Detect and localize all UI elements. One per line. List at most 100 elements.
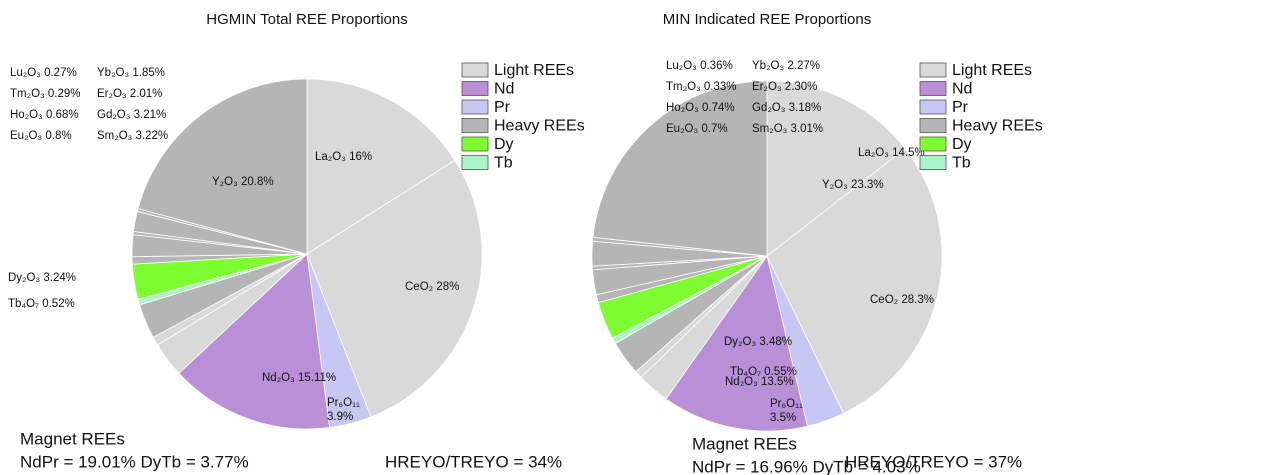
legend-swatch — [461, 81, 489, 96]
slice-value: 2.30% — [785, 81, 818, 93]
slice-label: Nd₂O₃ 13.5% — [725, 376, 794, 388]
slice-label: CeO₂ 28.3% — [870, 294, 934, 306]
slice-name: CeO₂ — [405, 281, 433, 293]
slice-value: 3.22% — [136, 130, 169, 142]
slice-label: Yb₂O₃ 1.85% — [97, 67, 165, 79]
slice-value: 3.01% — [791, 123, 824, 135]
slice-name: Er₂O₃ — [97, 88, 127, 100]
slice-name: Gd₂O₃ — [752, 102, 786, 114]
pie-slice — [766, 148, 943, 414]
slice-name: La₂O₃ — [315, 151, 346, 163]
slice-value: 1.85% — [132, 67, 165, 79]
slice-value: 0.52% — [42, 298, 75, 310]
legend-label: Nd — [494, 81, 514, 98]
slice-label: Eu₂O₃ 0.8% — [10, 130, 72, 142]
slice-name: Gd₂O₃ — [97, 109, 131, 121]
slice-name: Nd₂O₃ — [725, 376, 758, 388]
slice-label: Eu₂O₃ 0.7% — [666, 123, 728, 135]
slice-label: Yb₂O₃ 2.27% — [752, 60, 820, 72]
annotation: NdPr = 16.96% DyTb = 4.03% — [692, 457, 921, 475]
pie-slice — [306, 78, 456, 255]
slice-value: 0.27% — [44, 67, 77, 79]
chart-title: MIN Indicated REE Proportions — [663, 11, 871, 28]
legend-label: Pr — [952, 99, 969, 116]
annotation: HREYO/TREYO = 34% — [385, 452, 562, 471]
slice-value: 3.9% — [327, 411, 353, 423]
slice-label: La₂O₃ 14.5% — [858, 147, 925, 159]
slice-value: 28% — [436, 281, 459, 293]
slice-value: 2.01% — [130, 88, 163, 100]
pie-slice — [178, 253, 330, 430]
slice-value: 13.5% — [761, 376, 794, 388]
slice-label: CeO₂ 28% — [405, 281, 459, 293]
slice-label: Pr₆O₁₁ 3.9% — [327, 397, 360, 423]
slice-value: 3.24% — [43, 272, 76, 284]
slice-label: Tb₄O₇ 0.52% — [8, 298, 75, 310]
pie-chart: MIN Indicated REE Proportions La₂O₃ 14.5%… — [591, 11, 1043, 475]
slice-name: Nd₂O₃ — [262, 372, 295, 384]
slice-label: Pr₆O₁₁ 3.5% — [770, 398, 803, 424]
slice-label: Sm₂O₃ 3.22% — [97, 130, 168, 142]
pie-slice — [306, 159, 483, 418]
pie-slice — [665, 255, 808, 432]
legend-swatch — [919, 155, 947, 170]
legend-label: Light REEs — [494, 62, 574, 79]
legend-label: Heavy REEs — [952, 118, 1043, 135]
legend-swatch — [461, 155, 489, 170]
slice-label: Er₂O₃ 2.01% — [97, 88, 162, 100]
slice-name: Er₂O₃ — [752, 81, 782, 93]
slice-label: Tm₂O₃ 0.29% — [10, 88, 81, 100]
slice-label: Gd₂O₃ 3.18% — [752, 102, 821, 114]
annotation: NdPr = 19.01% DyTb = 3.77% — [20, 452, 249, 471]
slice-name: Tm₂O₃ — [666, 81, 701, 93]
slice-name: Eu₂O₃ — [666, 123, 698, 135]
slice-name: Tb₄O₇ — [730, 366, 761, 378]
legend-swatch — [461, 62, 489, 78]
legend-label: Tb — [952, 155, 971, 172]
slice-name: Y₂O₃ — [822, 179, 848, 191]
pie-slice — [592, 80, 768, 257]
legend-swatch — [919, 136, 947, 152]
legend-swatch — [461, 99, 489, 115]
slice-value: 0.7% — [701, 123, 727, 135]
slice-label: Tb₄O₇ 0.55% — [730, 366, 797, 378]
pie-chart: HGMIN Total REE Proportions La₂O₃ 16% CeO₂… — [8, 11, 585, 472]
slice-label: Tm₂O₃ 0.33% — [666, 81, 737, 93]
annotation: Magnet REEs — [20, 429, 125, 448]
slice-name: Pr₆O₁₁ — [770, 398, 803, 410]
slice-name: Yb₂O₃ — [97, 67, 129, 79]
legend-label: Light REEs — [952, 62, 1032, 79]
slice-name: Sm₂O₃ — [97, 130, 133, 142]
slice-label: Sm₂O₃ 3.01% — [752, 123, 823, 135]
slice-label: Y₂O₃ 23.3% — [822, 179, 884, 191]
slice-label: Gd₂O₃ 3.21% — [97, 109, 166, 121]
slice-label: Er₂O₃ 2.30% — [752, 81, 817, 93]
legend-swatch — [461, 118, 489, 133]
slice-name: Lu₂O₃ — [666, 60, 697, 72]
slice-value: 3.5% — [770, 412, 796, 424]
slice-label: Dy₂O₃ 3.48% — [724, 336, 792, 348]
slice-label: Nd₂O₃ 15.11% — [262, 372, 336, 384]
slice-value: 20.8% — [241, 176, 274, 188]
legend-swatch — [461, 136, 489, 152]
legend-swatch — [919, 99, 947, 115]
slice-label: Lu₂O₃ 0.27% — [10, 67, 77, 79]
legend-swatch — [919, 62, 947, 78]
pie-slice — [766, 80, 906, 257]
slice-value: 0.8% — [45, 130, 71, 142]
slice-name: Dy₂O₃ — [8, 272, 40, 284]
slice-value: 28.3% — [901, 294, 934, 306]
legend-label: Heavy REEs — [494, 118, 585, 135]
slice-name: Dy₂O₃ — [724, 336, 756, 348]
legend-label: Dy — [952, 136, 972, 153]
slice-value: 14.5% — [892, 147, 925, 159]
slice-label: La₂O₃ 16% — [315, 151, 372, 163]
legend-label: Dy — [494, 136, 514, 153]
slice-value: 2.27% — [787, 60, 820, 72]
slice-value: 0.55% — [764, 366, 797, 378]
slice-value: 23.3% — [851, 179, 884, 191]
legend-label: Nd — [952, 81, 972, 98]
legend-label: Tb — [494, 155, 513, 172]
slice-name: Tm₂O₃ — [10, 88, 45, 100]
